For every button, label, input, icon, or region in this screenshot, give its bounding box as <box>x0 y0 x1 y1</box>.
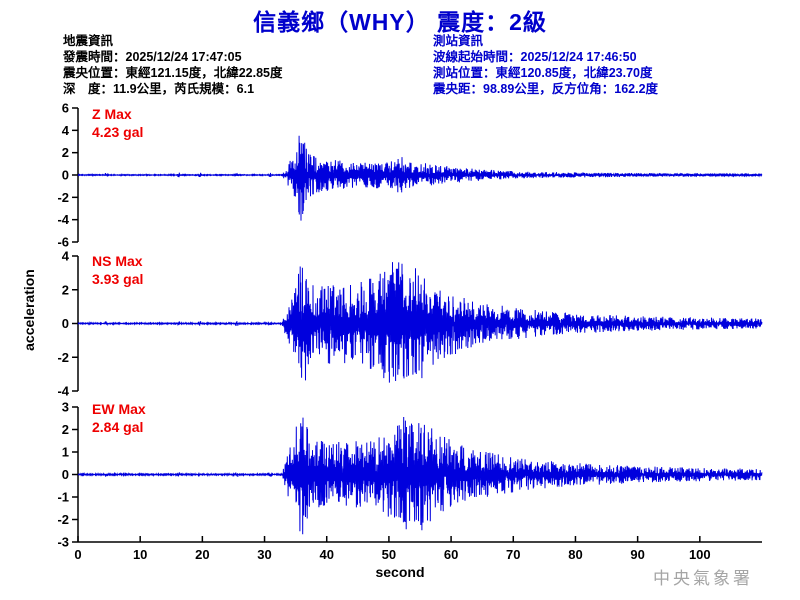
x-axis: 0 10 20 30 40 50 60 70 80 90 100 <box>74 536 762 562</box>
waveform-ns <box>77 262 763 383</box>
y-tick-label: -3 <box>57 535 69 550</box>
y-tick-label: -6 <box>57 235 69 250</box>
y-tick-label: -2 <box>57 190 69 205</box>
station-location-line: 測站位置：東經120.85度，北緯23.70度 <box>433 66 653 80</box>
earthquake-info-block: 地震資訊 發震時間：2025/12/24 17:47:05 震央位置：東經121… <box>63 33 283 97</box>
y-tick-label: 4 <box>62 123 70 138</box>
x-tick-label: 70 <box>506 547 520 562</box>
y-tick-label: 0 <box>62 467 69 482</box>
x-tick-label: 40 <box>319 547 333 562</box>
y-tick-label: 0 <box>62 316 69 331</box>
trace-ew: 3 2 1 0 -1 -2 -3 <box>57 400 763 550</box>
trace-ns-max-value: 3.93 gal <box>92 270 144 287</box>
x-tick-label: 50 <box>382 547 396 562</box>
y-tick-label: 6 <box>62 101 69 116</box>
epicentral-distance-line: 震央距：98.89公里，反方位角：162.2度 <box>433 82 659 96</box>
x-tick-label: 100 <box>689 547 711 562</box>
y-tick-label: 1 <box>62 445 69 460</box>
y-tick-label: -4 <box>57 212 69 227</box>
x-tick-label: 10 <box>133 547 147 562</box>
trace-z: 6 4 2 0 -2 -4 -6 <box>57 101 763 250</box>
trace-ew-max-label: EW Max 2.84 gal <box>92 401 146 436</box>
y-tick-label: 3 <box>62 400 69 415</box>
y-tick-label: 2 <box>62 282 69 297</box>
trace-z-max-value: 4.23 gal <box>92 123 144 140</box>
station-info-heading: 測站資訊 <box>433 34 484 48</box>
waveform-z <box>77 135 763 221</box>
y-tick-label: -1 <box>57 490 69 505</box>
y-tick-label: -2 <box>57 512 69 527</box>
y-tick-label: 0 <box>62 168 69 183</box>
trace-z-max-label: Z Max 4.23 gal <box>92 106 143 141</box>
trace-z-max-title: Z Max <box>92 106 132 122</box>
y-tick-label: -4 <box>57 384 69 399</box>
y-tick-label: 2 <box>62 145 69 160</box>
x-tick-label: 0 <box>74 547 81 562</box>
trace-ns-max-label: NS Max 3.93 gal <box>92 253 143 288</box>
x-tick-label: 80 <box>568 547 582 562</box>
trace-ns-max-title: NS Max <box>92 253 143 269</box>
y-tick-label: 2 <box>62 422 69 437</box>
x-tick-label: 60 <box>444 547 458 562</box>
y-tick-label: -2 <box>57 350 69 365</box>
y-tick-label: 4 <box>62 249 70 264</box>
trace-ns: 4 2 0 -2 -4 <box>57 249 763 399</box>
waveform-ew <box>77 416 763 535</box>
agency-watermark: 中央氣象署 <box>653 569 753 589</box>
trace-ew-max-title: EW Max <box>92 401 146 417</box>
trace-ew-max-value: 2.84 gal <box>92 418 144 435</box>
x-axis-label: second <box>375 564 425 580</box>
station-info-block: 測站資訊 波線起始時間：2025/12/24 17:46:50 測站位置：東經1… <box>433 33 658 97</box>
trace-start-time-line: 波線起始時間：2025/12/24 17:46:50 <box>433 50 637 64</box>
origin-time-line: 發震時間：2025/12/24 17:47:05 <box>63 50 242 64</box>
epicenter-location-line: 震央位置：東經121.15度，北緯22.85度 <box>63 66 283 80</box>
y-axis-label: acceleration <box>21 269 37 351</box>
x-tick-label: 90 <box>630 547 644 562</box>
x-tick-label: 30 <box>257 547 271 562</box>
page-title: 信義鄉（WHY） 震度：2級 <box>253 9 547 35</box>
x-tick-label: 20 <box>195 547 209 562</box>
depth-magnitude-line: 深 度：11.9公里，芮氏規模：6.1 <box>63 82 255 96</box>
earthquake-info-heading: 地震資訊 <box>63 34 114 48</box>
